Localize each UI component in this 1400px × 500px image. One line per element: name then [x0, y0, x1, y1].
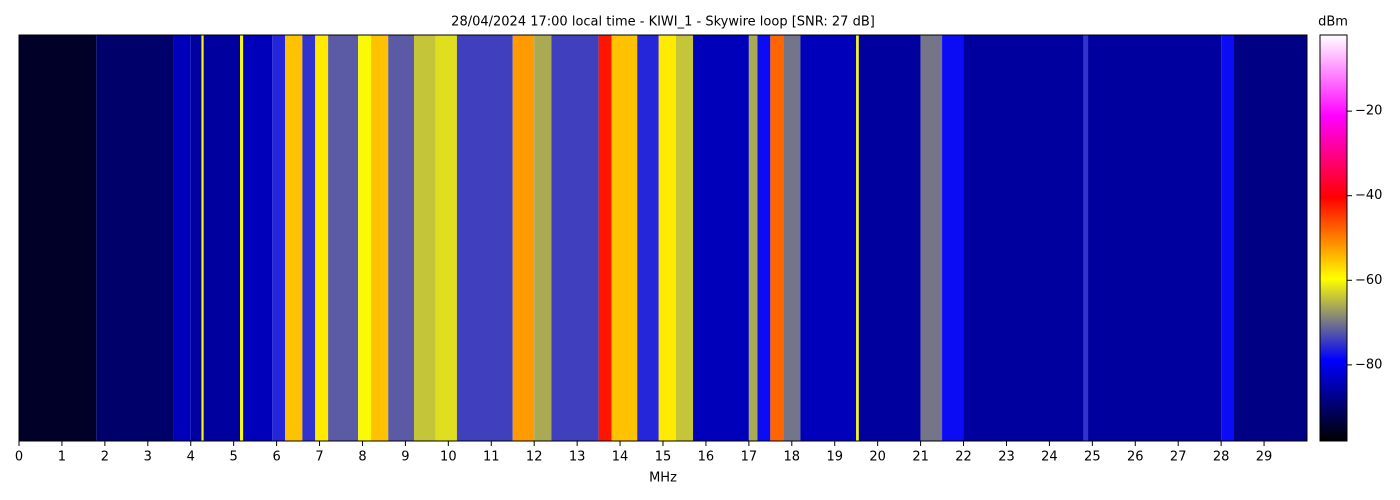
- x-tick-label: 13: [569, 450, 586, 465]
- x-tick-label: 7: [315, 450, 323, 465]
- x-tick-label: 16: [698, 450, 715, 465]
- cell: [435, 35, 457, 441]
- cell: [19, 35, 97, 441]
- cell: [534, 35, 552, 441]
- x-tick-label: 1: [58, 450, 66, 465]
- colorbar-tick-label: −20: [1355, 104, 1382, 119]
- colorbar-label: dBm: [1318, 15, 1348, 30]
- cell: [328, 35, 359, 441]
- cell: [1083, 35, 1089, 441]
- x-tick-label: 3: [144, 450, 152, 465]
- colorbar-tick-label: −40: [1355, 188, 1382, 203]
- cell: [190, 35, 202, 441]
- cell: [240, 35, 244, 441]
- cell: [201, 35, 204, 441]
- cell: [371, 35, 389, 441]
- x-tick-label: 21: [912, 450, 929, 465]
- x-tick-label: 5: [230, 450, 238, 465]
- x-tick-label: 12: [526, 450, 543, 465]
- x-tick-label: 2: [101, 450, 109, 465]
- cell: [551, 35, 599, 441]
- x-tick-label: 22: [955, 450, 972, 465]
- x-tick-label: 14: [612, 450, 629, 465]
- x-tick-label: 25: [1084, 450, 1101, 465]
- x-tick-label: 11: [483, 450, 500, 465]
- x-tick-label: 24: [1041, 450, 1058, 465]
- cell: [173, 35, 191, 441]
- cell: [285, 35, 303, 441]
- cell: [675, 35, 694, 441]
- x-tick-label: 9: [401, 450, 409, 465]
- cell: [302, 35, 316, 441]
- cell: [388, 35, 414, 441]
- x-tick-label: 15: [655, 450, 672, 465]
- colorbar-tick-label: −80: [1355, 357, 1382, 372]
- colorbar: [1319, 34, 1348, 442]
- colorbar-tick-label: −60: [1355, 273, 1382, 288]
- x-tick-label: 23: [998, 450, 1015, 465]
- cell: [770, 35, 784, 441]
- x-tick-label: 28: [1213, 450, 1230, 465]
- cell: [1221, 35, 1235, 441]
- cell: [512, 35, 535, 441]
- cell: [203, 35, 241, 441]
- cell: [358, 35, 372, 441]
- x-tick-label: 29: [1256, 450, 1273, 465]
- cell: [783, 35, 801, 441]
- cell: [856, 35, 859, 441]
- cell: [693, 35, 749, 441]
- x-tick-label: 4: [187, 450, 195, 465]
- x-tick-label: 6: [272, 450, 280, 465]
- cell: [413, 35, 436, 441]
- cell: [748, 35, 758, 441]
- cell: [1088, 35, 1222, 441]
- x-tick-label: 10: [440, 450, 457, 465]
- x-axis-label: MHz: [649, 471, 677, 486]
- cell: [96, 35, 174, 441]
- chart-title: 28/04/2024 17:00 local time - KIWI_1 - S…: [451, 15, 875, 30]
- cell: [598, 35, 612, 441]
- cell: [942, 35, 964, 441]
- cell: [637, 35, 659, 441]
- cell: [800, 35, 857, 441]
- cell: [757, 35, 771, 441]
- cell: [611, 35, 638, 441]
- cell: [858, 35, 921, 441]
- cell: [315, 35, 329, 441]
- x-tick-label: 0: [15, 450, 23, 465]
- x-tick-label: 8: [358, 450, 366, 465]
- x-tick-label: 26: [1127, 450, 1144, 465]
- x-tick-label: 20: [869, 450, 886, 465]
- cell: [658, 35, 676, 441]
- cell: [243, 35, 273, 441]
- cell: [920, 35, 943, 441]
- x-tick-label: 17: [741, 450, 758, 465]
- cell: [272, 35, 286, 441]
- cell: [456, 35, 513, 441]
- cell: [963, 35, 1084, 441]
- x-tick-label: 27: [1170, 450, 1187, 465]
- cell: [1234, 35, 1307, 441]
- x-tick-label: 18: [784, 450, 801, 465]
- x-tick-label: 19: [826, 450, 843, 465]
